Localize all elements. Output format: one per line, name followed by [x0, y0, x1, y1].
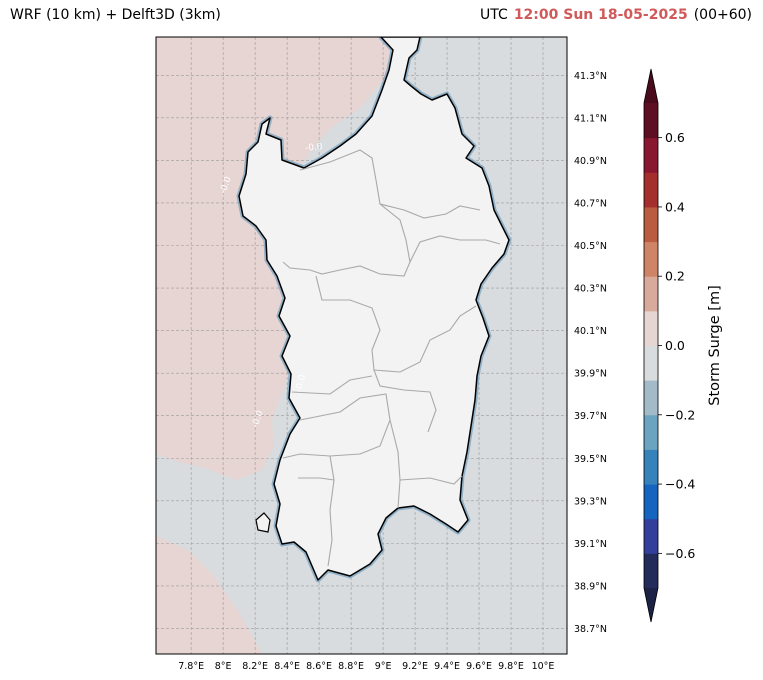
longitude-tick-label: 8.8°E [338, 661, 364, 672]
sant-antioco-island [255, 512, 271, 533]
latitude-tick-label: 38.7°N [574, 624, 607, 635]
latitude-tick-label: 39.7°N [574, 411, 607, 422]
longitude-tick-label: 10°E [532, 661, 555, 672]
colorbar-segment [644, 414, 658, 450]
colorbar-tick-label: −0.4 [665, 477, 695, 492]
latitude-tick-label: 40.1°N [574, 326, 607, 337]
map-frame [155, 36, 568, 655]
utc-label: UTC [480, 7, 508, 23]
colorbar-outline [643, 68, 659, 623]
latitude-ticks: 41.3°N 41.1°N 40.9°N 40.7°N 40.5°N 40.3°N 40.1… [574, 71, 607, 635]
colorbar-segment [644, 345, 658, 381]
longitude-tick-label: 9.2°E [402, 661, 428, 672]
colorbar-tick-label: −0.6 [665, 546, 695, 561]
longitude-tick-label: 9.4°E [434, 661, 460, 672]
latitude-tick-label: 40.3°N [574, 284, 607, 295]
latitude-tick-label: 40.5°N [574, 241, 607, 252]
latitude-tick-label: 39.3°N [574, 496, 607, 507]
forecast-time: 12:00 Sun 18-05-2025 [513, 7, 688, 23]
longitude-tick-label: 9.6°E [466, 661, 492, 672]
storm-surge-colorbar: −0.6 −0.4 −0.2 0.0 0.2 0.4 0.6 Storm Surge [m] [643, 68, 723, 623]
colorbar-tick-label: 0.6 [665, 130, 685, 145]
latitude-tick-label: 39.5°N [574, 454, 607, 465]
colorbar-segment [644, 276, 658, 312]
longitude-tick-label: 8°E [215, 661, 232, 672]
colorbar-segment [644, 172, 658, 208]
longitude-tick-label: 8.6°E [306, 661, 332, 672]
colorbar-segment [644, 380, 658, 416]
contour-label: -0.0 [294, 373, 308, 393]
colorbar-label: Storm Surge [m] [707, 285, 723, 405]
province-borders [282, 149, 501, 567]
colorbar-segment [644, 103, 658, 139]
colorbar-segment [644, 137, 658, 173]
longitude-tick-label: 8.2°E [242, 661, 268, 672]
latitude-tick-label: 41.3°N [574, 71, 607, 82]
colorbar-segment [644, 206, 658, 243]
latitude-tick-label: 40.7°N [574, 198, 607, 209]
colorbar-tick-label: 0.2 [665, 269, 685, 284]
latitude-tick-label: 41.1°N [574, 113, 607, 124]
colorbar-tick-label: −0.2 [665, 407, 695, 422]
latitude-tick-label: 39.1°N [574, 539, 607, 550]
colorbar-extend-max [644, 69, 658, 103]
colorbar-segment [644, 310, 658, 346]
colorbar-segment [644, 518, 658, 554]
colorbar-tick-label: 0.4 [665, 199, 685, 214]
sardinia-coastline [238, 37, 510, 581]
colorbar-extend-min [644, 588, 658, 622]
latitude-tick-label: 40.9°N [574, 156, 607, 167]
longitude-tick-label: 8.4°E [274, 661, 300, 672]
colorbar-tick-label: 0.0 [665, 338, 685, 353]
latitude-tick-label: 38.9°N [574, 581, 607, 592]
longitude-tick-label: 9°E [375, 661, 392, 672]
chart-title-left: WRF (10 km) + Delft3D (3km) [10, 7, 221, 23]
longitude-ticks: 7.8°E 8°E 8.2°E 8.4°E 8.6°E 8.8°E 9°E 9.2°E 9.4°… [178, 661, 554, 672]
positive-surge-region-south [156, 536, 262, 654]
longitude-tick-label: 7.8°E [178, 661, 204, 672]
colorbar-segment [644, 484, 658, 520]
forecast-step: (00+60) [693, 7, 752, 23]
colorbar-segment [644, 449, 658, 485]
latitude-tick-label: 39.9°N [574, 369, 607, 380]
longitude-tick-label: 9.8°E [498, 661, 524, 672]
colorbar-segment [644, 553, 658, 589]
colorbar-segment [644, 241, 658, 277]
contour-label: -0.0 [305, 142, 324, 154]
chart-title-right: UTC 12:00 Sun 18-05-2025 (00+60) [480, 7, 752, 23]
map-plot-area: -0.0-0.0-0.0-0.0 [156, 37, 567, 654]
